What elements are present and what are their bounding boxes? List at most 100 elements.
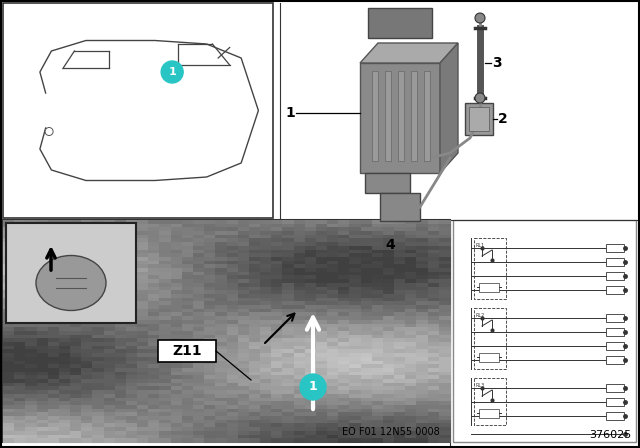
Bar: [316, 394, 328, 399]
Bar: [148, 405, 161, 410]
Bar: [59, 264, 71, 269]
Bar: [439, 228, 451, 232]
Bar: [405, 364, 417, 369]
Bar: [305, 357, 317, 362]
Bar: [3, 357, 15, 362]
Bar: [372, 383, 384, 388]
Bar: [271, 427, 284, 432]
Bar: [48, 287, 60, 291]
Bar: [48, 401, 60, 406]
Bar: [249, 383, 261, 388]
Bar: [349, 331, 362, 336]
Bar: [305, 298, 317, 302]
Bar: [294, 320, 306, 325]
Bar: [204, 276, 216, 280]
Bar: [14, 413, 26, 417]
Bar: [193, 224, 205, 228]
Bar: [14, 323, 26, 328]
Bar: [439, 220, 451, 225]
Bar: [327, 257, 339, 262]
Bar: [92, 323, 104, 328]
Bar: [260, 409, 272, 414]
Bar: [14, 368, 26, 373]
Bar: [372, 349, 384, 354]
Bar: [215, 228, 227, 232]
Bar: [104, 401, 116, 406]
Bar: [439, 276, 451, 280]
Bar: [339, 383, 351, 388]
Bar: [48, 409, 60, 414]
Bar: [126, 224, 138, 228]
Bar: [26, 261, 38, 265]
Bar: [92, 405, 104, 410]
Bar: [428, 394, 440, 399]
Bar: [394, 272, 406, 276]
Bar: [428, 302, 440, 306]
Bar: [428, 320, 440, 325]
Bar: [282, 220, 294, 225]
Bar: [260, 338, 272, 343]
Bar: [294, 438, 306, 443]
Bar: [148, 357, 161, 362]
Bar: [349, 338, 362, 343]
Bar: [193, 327, 205, 332]
Bar: [237, 294, 250, 299]
Bar: [327, 394, 339, 399]
Bar: [182, 394, 194, 399]
Bar: [339, 298, 351, 302]
Bar: [59, 435, 71, 439]
Bar: [59, 335, 71, 340]
Bar: [104, 342, 116, 347]
Bar: [36, 264, 49, 269]
Bar: [305, 235, 317, 240]
Bar: [271, 416, 284, 421]
Bar: [193, 309, 205, 314]
Ellipse shape: [36, 255, 106, 310]
Bar: [349, 261, 362, 265]
Bar: [439, 298, 451, 302]
Bar: [3, 290, 15, 295]
Bar: [92, 231, 104, 236]
Bar: [81, 323, 93, 328]
Bar: [439, 279, 451, 284]
Bar: [237, 276, 250, 280]
Bar: [92, 413, 104, 417]
Bar: [104, 364, 116, 369]
Bar: [204, 294, 216, 299]
Bar: [305, 401, 317, 406]
Bar: [294, 279, 306, 284]
Bar: [14, 342, 26, 347]
Bar: [204, 357, 216, 362]
Bar: [26, 368, 38, 373]
Bar: [349, 405, 362, 410]
Bar: [171, 279, 183, 284]
Bar: [193, 228, 205, 232]
Bar: [92, 431, 104, 435]
Bar: [294, 250, 306, 254]
Bar: [70, 413, 82, 417]
Bar: [349, 364, 362, 369]
Bar: [171, 405, 183, 410]
Bar: [36, 420, 49, 425]
Bar: [171, 364, 183, 369]
Bar: [316, 272, 328, 276]
Bar: [606, 412, 624, 420]
Bar: [48, 346, 60, 350]
Bar: [305, 338, 317, 343]
Bar: [36, 224, 49, 228]
Bar: [294, 346, 306, 350]
Bar: [92, 390, 104, 395]
Bar: [428, 224, 440, 228]
Bar: [327, 372, 339, 376]
Bar: [372, 257, 384, 262]
Bar: [349, 309, 362, 314]
Bar: [417, 342, 429, 347]
Bar: [115, 287, 127, 291]
Bar: [137, 246, 149, 250]
Bar: [339, 253, 351, 258]
Bar: [227, 375, 239, 380]
Bar: [428, 305, 440, 310]
Bar: [92, 435, 104, 439]
Bar: [26, 287, 38, 291]
Bar: [70, 220, 82, 225]
